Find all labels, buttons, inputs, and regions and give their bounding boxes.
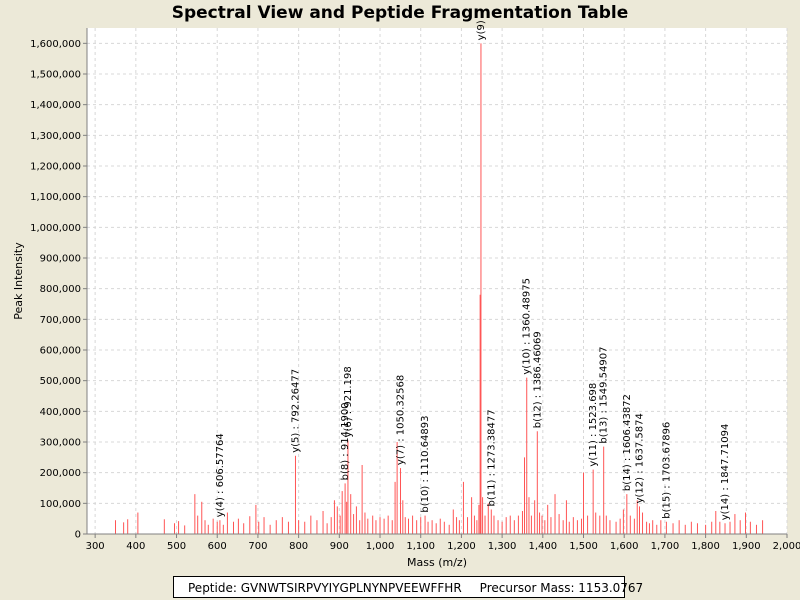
y-tick-label: 1,100,000 xyxy=(30,192,81,203)
x-tick-label: 600 xyxy=(208,541,227,552)
x-tick-label: 400 xyxy=(126,541,145,552)
y-tick-label: 200,000 xyxy=(40,468,81,479)
peak-annotation: y(6) : 921.198 xyxy=(343,366,354,437)
peak-annotation: b(12) : 1386.46069 xyxy=(532,331,543,428)
x-tick-label: 1,500 xyxy=(569,541,598,552)
x-tick-label: 1,100 xyxy=(406,541,435,552)
y-tick-label: 500,000 xyxy=(40,376,81,387)
y-tick-label: 300,000 xyxy=(40,438,81,449)
x-tick-label: 1,700 xyxy=(651,541,680,552)
peak-annotation: b(15) : 1703.67896 xyxy=(661,422,672,519)
y-tick-label: 900,000 xyxy=(40,254,81,265)
x-tick-label: 900 xyxy=(330,541,349,552)
legend-precursor: Precursor Mass: 1153.0767 xyxy=(479,581,644,595)
peak-annotation: y(10) : 1360.48975 xyxy=(522,278,533,375)
legend-peptide: Peptide: GVNWTSIRPVYIYGPLNYNPVEEWFFHR xyxy=(188,581,462,595)
peak-annotation: y(14) : 1847.71094 xyxy=(720,424,731,521)
chart-title: Spectral View and Peptide Fragmentation … xyxy=(171,3,629,23)
y-tick-label: 1,500,000 xyxy=(30,70,81,81)
y-tick-label: 700,000 xyxy=(40,315,81,326)
x-tick-label: 1,600 xyxy=(610,541,639,552)
x-tick-label: 1,200 xyxy=(447,541,476,552)
x-tick-label: 1,800 xyxy=(691,541,720,552)
y-tick-label: 0 xyxy=(75,530,81,541)
peak-annotation: y(12) : 1637.5874 xyxy=(635,413,646,503)
y-tick-label: 1,300,000 xyxy=(30,131,81,142)
x-tick-label: 1,400 xyxy=(528,541,557,552)
y-tick-label: 1,200,000 xyxy=(30,162,81,173)
x-tick-label: 300 xyxy=(86,541,105,552)
peak-annotation: b(10) : 1110.64893 xyxy=(420,416,431,513)
y-tick-label: 1,400,000 xyxy=(30,100,81,111)
peak-annotation: b(8) : 914.1900 xyxy=(340,402,351,480)
peak-annotation: b(14) : 1606.43872 xyxy=(622,394,633,491)
peak-annotation: y(4) : 606.57764 xyxy=(215,433,226,517)
peak-annotation: b(11) : 1273.38477 xyxy=(486,409,497,506)
y-tick-label: 1,600,000 xyxy=(30,39,81,50)
x-tick-label: 500 xyxy=(167,541,186,552)
x-tick-label: 700 xyxy=(248,541,267,552)
y-axis-title: Peak Intensity xyxy=(12,242,25,320)
x-tick-label: 2,000 xyxy=(773,541,800,552)
x-axis-title: Mass (m/z) xyxy=(407,556,467,569)
peak-annotation: y(5) : 792.26477 xyxy=(290,369,301,453)
x-tick-label: 1,300 xyxy=(488,541,517,552)
peak-annotation: y(9) xyxy=(476,20,487,40)
y-tick-label: 400,000 xyxy=(40,407,81,418)
y-tick-label: 1,000,000 xyxy=(30,223,81,234)
grid xyxy=(87,28,788,534)
y-tick-label: 800,000 xyxy=(40,284,81,295)
peak-annotation: y(11) : 1523.698 xyxy=(588,383,599,467)
x-tick-label: 800 xyxy=(289,541,308,552)
y-tick-label: 100,000 xyxy=(40,499,81,510)
plot-area xyxy=(87,28,787,534)
peaks xyxy=(114,43,764,534)
peak-annotation: y(7) : 1050.32568 xyxy=(396,375,407,465)
x-tick-label: 1,000 xyxy=(366,541,395,552)
axes: 0 100,000 200,000 300,000 400,000 500,000 600,… xyxy=(30,28,800,552)
x-tick-label: 1,900 xyxy=(732,541,761,552)
y-tick-label: 600,000 xyxy=(40,346,81,357)
legend-box: Peptide: GVNWTSIRPVYIYGPLNYNPVEEWFFHR Pre… xyxy=(173,576,643,598)
peak-annotation: b(13) : 1549.54907 xyxy=(599,347,610,444)
annotations: y(4) : 606.57764 y(5) : 792.26477 b(8) : 9… xyxy=(215,20,731,520)
